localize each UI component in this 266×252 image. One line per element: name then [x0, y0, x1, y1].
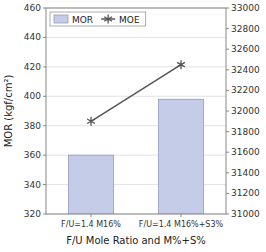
- tick-label: 31000: [231, 209, 260, 219]
- grid: [46, 8, 226, 214]
- marker: [87, 117, 95, 126]
- tick-label: 33000: [231, 3, 260, 13]
- tick: [226, 193, 229, 194]
- tick: [43, 155, 46, 156]
- tick: [226, 172, 229, 173]
- tick: [226, 69, 229, 70]
- tick: [226, 111, 229, 112]
- tick: [43, 8, 46, 9]
- tick-label: 32400: [231, 65, 260, 75]
- chart: 3203403603804004204404603100031200314003…: [0, 0, 266, 252]
- tick-label: 31600: [231, 147, 260, 157]
- tick: [226, 152, 229, 153]
- grid-line: [46, 37, 226, 38]
- tick-label: 31200: [231, 188, 260, 198]
- tick: [226, 90, 229, 91]
- tick-label: 440: [24, 32, 41, 42]
- grid-line: [46, 66, 226, 67]
- x-label: F/U Mole Ratio and M%+S%: [66, 235, 206, 246]
- marks: [69, 60, 204, 214]
- marker: [177, 60, 185, 69]
- tick-label: 380: [24, 121, 41, 131]
- tick: [226, 8, 229, 9]
- marker: [104, 15, 112, 24]
- tick-label: 320: [24, 209, 41, 219]
- tick: [226, 131, 229, 132]
- tick: [91, 214, 92, 217]
- tick-label: 31400: [231, 168, 260, 178]
- plot-frame: [46, 8, 226, 214]
- tick-label: 420: [24, 62, 41, 72]
- legend-label: MOR: [72, 15, 93, 25]
- tick: [43, 37, 46, 38]
- tick: [226, 214, 229, 215]
- tick-label: 460: [24, 3, 41, 13]
- tick-label: 32000: [231, 106, 260, 116]
- tick-label: 32600: [231, 44, 260, 54]
- legend-label: MOE: [119, 15, 140, 25]
- tick-label: 32800: [231, 24, 260, 34]
- tick: [226, 28, 229, 29]
- legend: MOR MOE: [50, 12, 146, 26]
- tick: [43, 214, 46, 215]
- tick: [181, 214, 182, 217]
- y2-axis: 31000 31200 31400 31600 31800 32000 32200 32400…: [226, 3, 260, 219]
- legend-swatch: [54, 15, 68, 23]
- y-axis: 320 340 360 380 400 420 440 460: [24, 3, 46, 219]
- y-label: MOR (kgf/cm²): [3, 75, 14, 148]
- tick-label: 31800: [231, 127, 260, 137]
- tick: [226, 49, 229, 50]
- tick-label: 340: [24, 180, 41, 190]
- line: [91, 65, 181, 122]
- tick: [43, 96, 46, 97]
- x-axis: F/U=1.4 M16% F/U=1.4 M16%+S3%: [61, 214, 223, 229]
- legend-box: [50, 12, 146, 26]
- grid-line: [46, 96, 226, 97]
- tick-label: F/U=1.4 M16%+S3%: [139, 220, 224, 229]
- tick-label: 360: [24, 150, 41, 160]
- bar: [69, 155, 114, 214]
- tick: [43, 66, 46, 67]
- tick-label: 400: [24, 91, 41, 101]
- bar: [159, 99, 204, 214]
- tick-label: 32200: [231, 85, 260, 95]
- tick: [43, 184, 46, 185]
- tick: [43, 125, 46, 126]
- tick-label: F/U=1.4 M16%: [61, 220, 121, 229]
